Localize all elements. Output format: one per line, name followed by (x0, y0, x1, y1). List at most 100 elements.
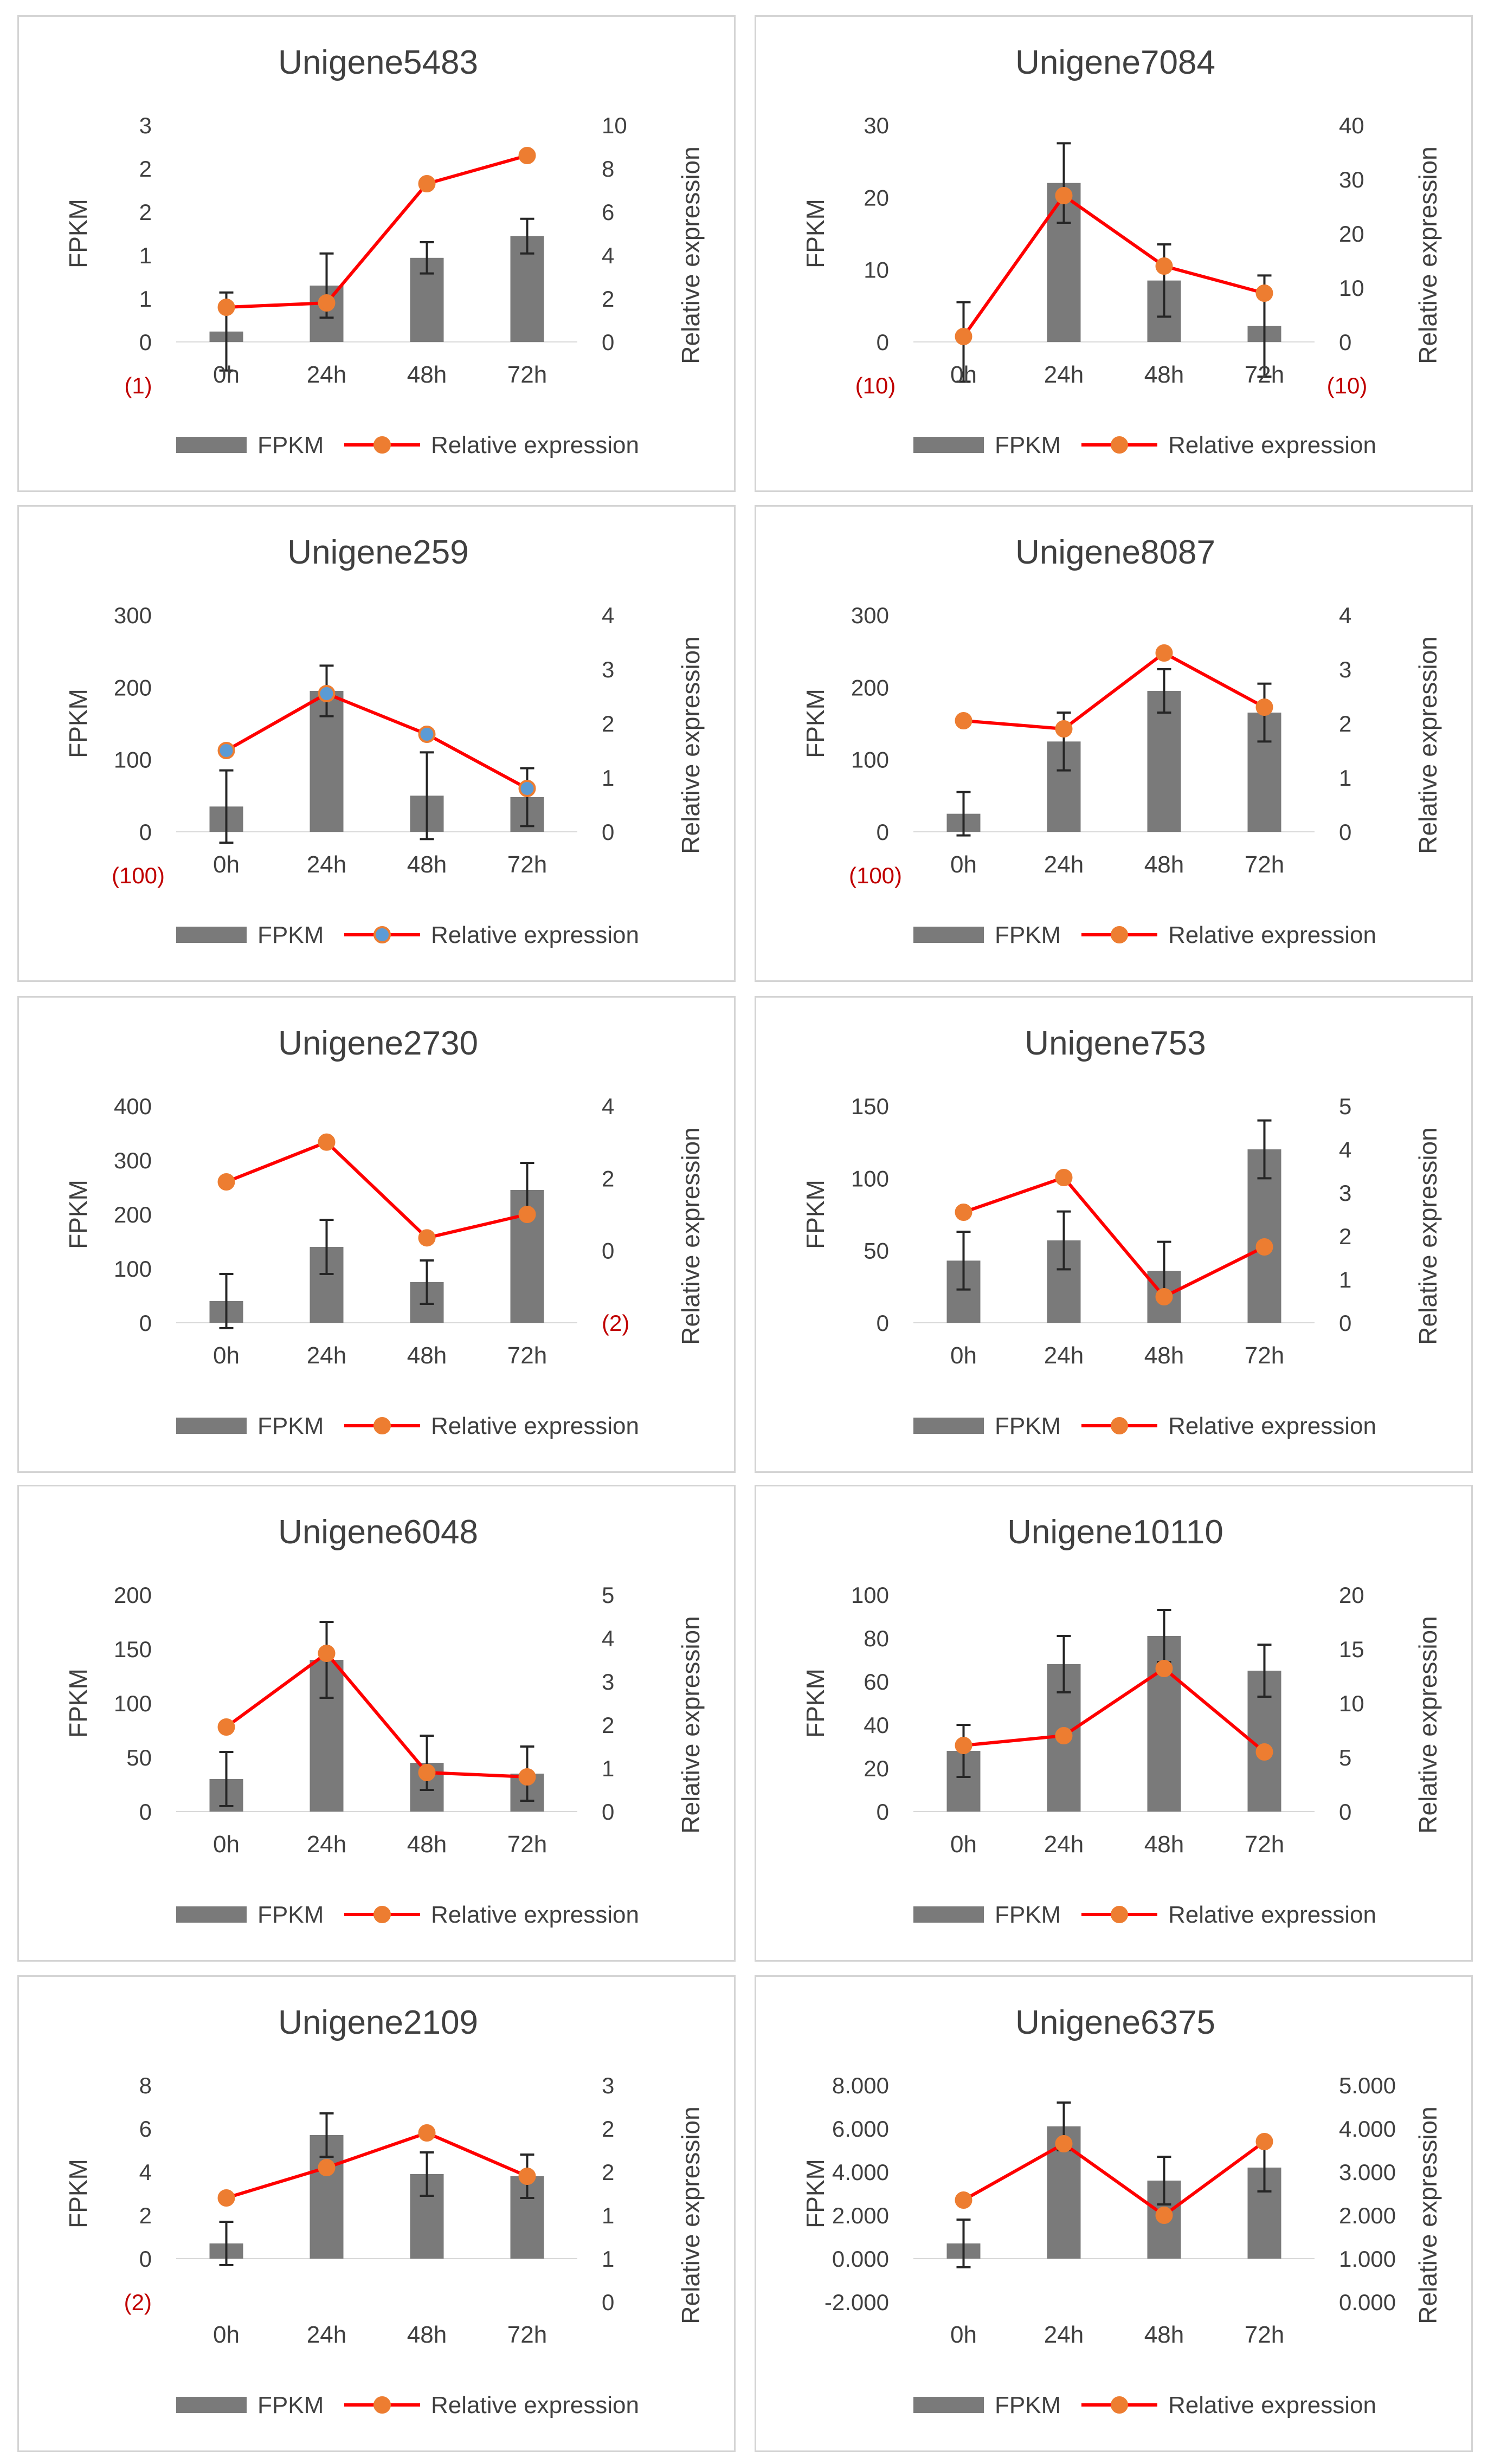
fpkm-bar (1147, 691, 1181, 832)
y-axis-title: FPKM (801, 2159, 829, 2228)
line-marker (418, 2124, 436, 2142)
chart-title: Unigene2730 (278, 1025, 478, 1062)
y-tick-label: 80 (864, 1626, 889, 1651)
y-tick-label: 8 (139, 2073, 152, 2098)
error-bar (1157, 668, 1171, 714)
y2-tick-label: 2 (602, 711, 614, 736)
y-tick-label: 100 (114, 747, 152, 773)
y2-tick-label: 2 (602, 2159, 614, 2185)
y-tick-label: 1 (139, 243, 152, 268)
y-axis-title: FPKM (64, 199, 92, 268)
y-axis-title: FPKM (64, 2159, 92, 2228)
legend-line-marker (373, 436, 391, 454)
y-axis-title: FPKM (64, 689, 92, 758)
x-tick-label: 48h (407, 1342, 447, 1369)
x-tick-label: 24h (1044, 851, 1084, 878)
y2-axis-title: Relative expression (1414, 636, 1442, 853)
relative-expression-line (962, 193, 1265, 338)
y2-tick-label: 1 (602, 765, 614, 791)
line-marker (1055, 720, 1073, 738)
relative-expression-line (226, 691, 528, 790)
chart-svg: Unigene10110 0 20 40 60 80 100 0 5 10 15 20 FPKM Rela… (801, 1514, 1442, 1928)
x-tick-label: 48h (1144, 1342, 1184, 1369)
y2-tick-label: 0.000 (1339, 2290, 1396, 2315)
relative-expression-line (963, 2140, 1266, 2217)
chart-panel: Unigene6375 -2.000 0.000 2.000 4.000 6.000 8.0… (755, 1975, 1473, 2452)
line-marker (518, 1768, 536, 1786)
chart-title: Unigene5483 (278, 44, 478, 81)
y2-tick-label: 10 (1339, 1691, 1364, 1716)
chart-title: Unigene259 (287, 534, 468, 571)
line-marker (318, 2159, 336, 2176)
line-marker (318, 685, 336, 702)
line-marker (1055, 1169, 1073, 1186)
y-axis-title: FPKM (801, 1668, 829, 1738)
line-marker (217, 1173, 235, 1191)
y2-tick-label: 0 (1339, 1799, 1351, 1825)
x-tick-label: 72h (1245, 1831, 1284, 1858)
legend-bar-swatch (176, 927, 247, 943)
x-tick-label: 0h (213, 1831, 240, 1858)
y2-tick-label: 8 (602, 156, 614, 182)
y2-tick-label: 1 (602, 2203, 614, 2228)
y2-axis-title: Relative expression (677, 1616, 705, 1833)
legend-bar-label: FPKM (995, 432, 1061, 458)
line-marker (1255, 699, 1273, 716)
y-tick-label: 60 (864, 1669, 889, 1695)
relative-expression-line (226, 1140, 528, 1240)
y-tick-label: -2.000 (824, 2290, 889, 2315)
chart-title: Unigene8087 (1015, 534, 1215, 571)
y-tick-label: 40 (864, 1712, 889, 1738)
line-marker (318, 294, 336, 312)
error-bar (319, 2112, 334, 2158)
legend-bar-label: FPKM (995, 2392, 1061, 2418)
y2-tick-label: (2) (602, 1310, 629, 1336)
legend-line-label: Relative expression (431, 432, 639, 458)
x-tick-label: 0h (213, 2321, 240, 2348)
legend-bar-label: FPKM (257, 2392, 324, 2418)
y-tick-label: 0 (139, 2246, 152, 2272)
y-tick-label: 300 (114, 603, 152, 628)
chart-panel: Unigene753 0 50 100 150 0 1 2 3 4 5 FPKM Relative ex… (755, 996, 1473, 1473)
x-tick-label: 24h (307, 1831, 346, 1858)
chart-panel: Unigene10110 0 20 40 60 80 100 0 5 10 15 20 FPKM Rela… (755, 1485, 1473, 1962)
x-tick-label: 72h (507, 361, 547, 388)
legend-bar-swatch (176, 2397, 247, 2413)
legend-line-marker (1111, 436, 1128, 454)
y-tick-label: 2.000 (832, 2203, 889, 2228)
chart-panel: Unigene2109 (2) 0 2 4 6 8 0 1 1 2 2 3 FPKM Relative ex… (17, 1975, 736, 2452)
legend: FPKM Relative expression (913, 922, 1376, 948)
chart-title: Unigene753 (1025, 1025, 1206, 1062)
chart-svg: Unigene8087 0 100 200 300 0 1 2 3 4 FPKM Relative e… (801, 534, 1442, 948)
line-marker (1155, 1288, 1173, 1305)
line-marker (217, 742, 235, 759)
legend-line-label: Relative expression (431, 1413, 639, 1439)
legend: FPKM Relative expression (176, 2392, 639, 2418)
y-tick-label: 4 (139, 2159, 152, 2185)
y2-axis-title: Relative expression (677, 146, 705, 364)
line-marker (1055, 187, 1073, 204)
legend-bar-swatch (913, 1906, 984, 1923)
y-tick-label: 8.000 (832, 2073, 889, 2098)
y-tick-label: 6.000 (832, 2116, 889, 2142)
x-tick-label: 0h (213, 1342, 240, 1369)
legend-bar-label: FPKM (257, 922, 324, 948)
y2-tick-label: 4 (1339, 603, 1351, 628)
y2-axis-title: Relative expression (677, 1127, 705, 1344)
y-tick-label: 300 (851, 603, 889, 628)
line-marker (518, 147, 536, 164)
error-bar (219, 2221, 234, 2266)
y2-tick-label: 5 (1339, 1745, 1351, 1770)
y2-axis-title: Relative expression (677, 636, 705, 853)
legend-bar-label: FPKM (257, 1902, 324, 1928)
y2-axis-title: Relative expression (1414, 2106, 1442, 2324)
chart-svg: Unigene2730 0 100 200 300 400 (2) 0 2 4 FPKM Relati… (64, 1025, 705, 1439)
y2-tick-label: 2 (602, 1166, 614, 1191)
chart-title: Unigene6375 (1015, 2004, 1215, 2041)
y2-tick-label: 2 (602, 1712, 614, 1738)
x-tick-label: 48h (1144, 2321, 1184, 2348)
y2-tick-label: 6 (602, 199, 614, 225)
legend: FPKM Relative expression (176, 432, 639, 458)
y2-tick-label: 1 (1339, 765, 1351, 791)
legend-line-label: Relative expression (431, 1902, 639, 1928)
